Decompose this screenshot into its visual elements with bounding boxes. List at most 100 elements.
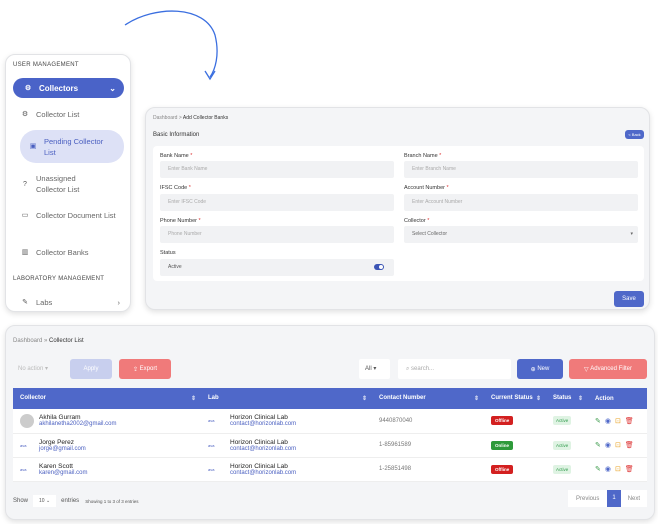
collector-cell: Akhila Gurram akhilanetha2002@gmail.com bbox=[13, 409, 201, 434]
collector-select[interactable]: Select Collector ▾ bbox=[404, 226, 638, 243]
showing-info: Showing 1 to 3 of 3 entries bbox=[85, 498, 139, 504]
search-input[interactable]: ⌕ search... bbox=[398, 359, 511, 379]
lab-name: Horizon Clinical Lab bbox=[230, 414, 288, 422]
breadcrumb-current: Add Collector Banks bbox=[182, 115, 229, 121]
lab-email[interactable]: contact@horizonlab.com bbox=[230, 469, 297, 476]
sidebar-item-pending-collector-list[interactable]: ▣ Pending Collector List bbox=[20, 130, 124, 163]
previous-button[interactable]: Previous bbox=[576, 495, 600, 502]
account-number-label: Account Number * bbox=[404, 185, 449, 191]
delete-icon[interactable]: 🗑 bbox=[624, 466, 638, 473]
label: Collectors bbox=[39, 83, 79, 93]
branch-name-label: Branch Name * bbox=[404, 153, 442, 159]
collector-name: Akhila Gurram bbox=[39, 414, 81, 422]
col-current-status[interactable]: Current Status ⇕ bbox=[484, 388, 546, 409]
collector-email[interactable]: karen@gmail.com bbox=[39, 469, 88, 476]
breadcrumb-dashboard[interactable]: Dashboard bbox=[13, 338, 43, 344]
status-cell: Active bbox=[546, 457, 588, 482]
edit-icon[interactable]: ✎ bbox=[595, 466, 605, 473]
sidebar-item-collectors[interactable]: ⚙ Collectors ⌄ bbox=[13, 78, 124, 98]
id-card-icon: ▣ bbox=[29, 143, 37, 150]
breadcrumb: Dashboard » Collector List bbox=[13, 338, 84, 344]
pagination: Previous 1 Next bbox=[568, 490, 648, 507]
apply-button[interactable]: Apply bbox=[70, 359, 112, 379]
sidebar-item-collector-list[interactable]: ⚙ Collector List bbox=[20, 109, 80, 120]
action-cell: ✎◉⊡🗑 bbox=[588, 409, 647, 434]
chevron-down-icon: ▾ bbox=[630, 231, 633, 237]
phone-input[interactable]: Phone Number bbox=[160, 226, 394, 243]
back-button[interactable]: < Back bbox=[625, 130, 644, 139]
breadcrumb-dashboard[interactable]: Dashboard bbox=[153, 115, 178, 121]
advanced-filter-button[interactable]: ▽ Advanced Filter bbox=[569, 359, 647, 379]
bank-name-label: Bank Name * bbox=[160, 153, 193, 159]
collector-email[interactable]: akhilanetha2002@gmail.com bbox=[39, 421, 117, 428]
view-icon[interactable]: ◉ bbox=[604, 442, 615, 449]
bank-name-input[interactable]: Enter Bank Name bbox=[160, 161, 394, 178]
lab-cell: ava Horizon Clinical Lab contact@horizonla… bbox=[201, 457, 372, 482]
collector-label: Collector * bbox=[404, 218, 430, 224]
ifsc-input[interactable]: Enter IFSC Code bbox=[160, 194, 394, 211]
plus-circle-icon: ⊕ bbox=[530, 366, 538, 373]
view-icon[interactable]: ◉ bbox=[604, 466, 615, 473]
view-icon[interactable]: ◉ bbox=[604, 417, 615, 425]
status-badge: Active bbox=[553, 440, 572, 450]
collector-name: Jorge Perez bbox=[39, 438, 75, 446]
sidebar-item-collector-document-list[interactable]: ▭ Collector Document List bbox=[20, 210, 116, 221]
sort-icon: ⇕ bbox=[190, 396, 196, 402]
page-size-select[interactable]: 10 ⌄ bbox=[33, 495, 57, 507]
lock-icon[interactable]: ⊡ bbox=[614, 417, 625, 425]
label: Labs bbox=[36, 298, 53, 307]
col-contact[interactable]: Contact Number ⇕ bbox=[372, 388, 484, 409]
account-number-input[interactable]: Enter Account Number bbox=[404, 194, 638, 211]
lab-email[interactable]: contact@horizonlab.com bbox=[230, 445, 297, 452]
collector-table: Collector ⇕ Lab ⇕ Contact Number ⇕ Current … bbox=[13, 388, 647, 482]
current-status-cell: Online bbox=[484, 433, 546, 458]
avatar: ava bbox=[20, 442, 27, 448]
collector-cell: ava Jorge Perez jorge@gmail.com bbox=[13, 433, 201, 458]
collector-email[interactable]: jorge@gmail.com bbox=[39, 445, 86, 452]
filter-select[interactable]: All ▾ bbox=[359, 359, 390, 379]
current-status-badge: Offline bbox=[491, 464, 514, 474]
edit-icon[interactable]: ✎ bbox=[595, 442, 605, 449]
user-gear-icon: ⚙ bbox=[24, 84, 32, 92]
col-lab[interactable]: Lab ⇕ bbox=[201, 388, 372, 409]
sidebar-item-unassigned-collector-list[interactable]: ? Unassigned Collector List bbox=[20, 173, 101, 195]
label: Collector List bbox=[36, 110, 80, 119]
label: Collector Document List bbox=[36, 211, 116, 220]
phone-label: Phone Number * bbox=[160, 218, 201, 224]
upload-icon: ⇪ bbox=[132, 366, 140, 373]
sidebar-item-collector-banks[interactable]: ▥ Collector Banks bbox=[20, 247, 89, 258]
table-row: Akhila Gurram akhilanetha2002@gmail.com a… bbox=[13, 409, 647, 434]
next-button[interactable]: Next bbox=[627, 495, 641, 502]
label: Pending Collector List bbox=[44, 136, 104, 157]
avatar: ava bbox=[20, 466, 27, 472]
status-toggle[interactable] bbox=[374, 264, 384, 270]
delete-icon[interactable]: 🗑 bbox=[624, 442, 638, 449]
sidebar-item-labs[interactable]: ✎ Labs › bbox=[20, 297, 120, 308]
decorative-arrow-icon bbox=[124, 10, 218, 81]
branch-name-input[interactable]: Enter Branch Name bbox=[404, 161, 638, 178]
col-status[interactable]: Status ⇕ bbox=[546, 388, 588, 409]
section-user-management: USER MANAGEMENT bbox=[13, 62, 79, 68]
current-status-badge: Offline bbox=[491, 416, 514, 426]
page-size-control: Show 10 ⌄ entries Showing 1 to 3 of 3 en… bbox=[13, 495, 138, 507]
status-cell: Active bbox=[546, 409, 588, 434]
new-button[interactable]: ⊕ New bbox=[517, 359, 563, 379]
col-collector[interactable]: Collector ⇕ bbox=[13, 388, 201, 409]
label: Collector Banks bbox=[36, 248, 89, 257]
chevron-right-icon: › bbox=[117, 298, 121, 307]
collector-list-panel: Dashboard » Collector List No action ▾ A… bbox=[5, 325, 655, 520]
current-status-cell: Offline bbox=[484, 457, 546, 482]
lab-email[interactable]: contact@horizonlab.com bbox=[230, 421, 297, 428]
export-button[interactable]: ⇪ Export bbox=[119, 359, 171, 379]
lock-icon[interactable]: ⊡ bbox=[614, 466, 625, 473]
contact-number: 1-85961589 bbox=[372, 433, 484, 458]
delete-icon[interactable]: 🗑 bbox=[624, 417, 638, 425]
sidebar: USER MANAGEMENT ⚙ Collectors ⌄ ⚙ Collector … bbox=[5, 54, 131, 312]
col-action: Action bbox=[588, 388, 647, 409]
bulk-action-select[interactable]: No action ▾ bbox=[13, 359, 63, 379]
edit-icon[interactable]: ✎ bbox=[595, 417, 605, 425]
lock-icon[interactable]: ⊡ bbox=[614, 442, 625, 449]
save-button[interactable]: Save bbox=[614, 291, 644, 307]
folder-user-icon: ▭ bbox=[21, 212, 29, 219]
page-1-button[interactable]: 1 bbox=[607, 490, 621, 507]
